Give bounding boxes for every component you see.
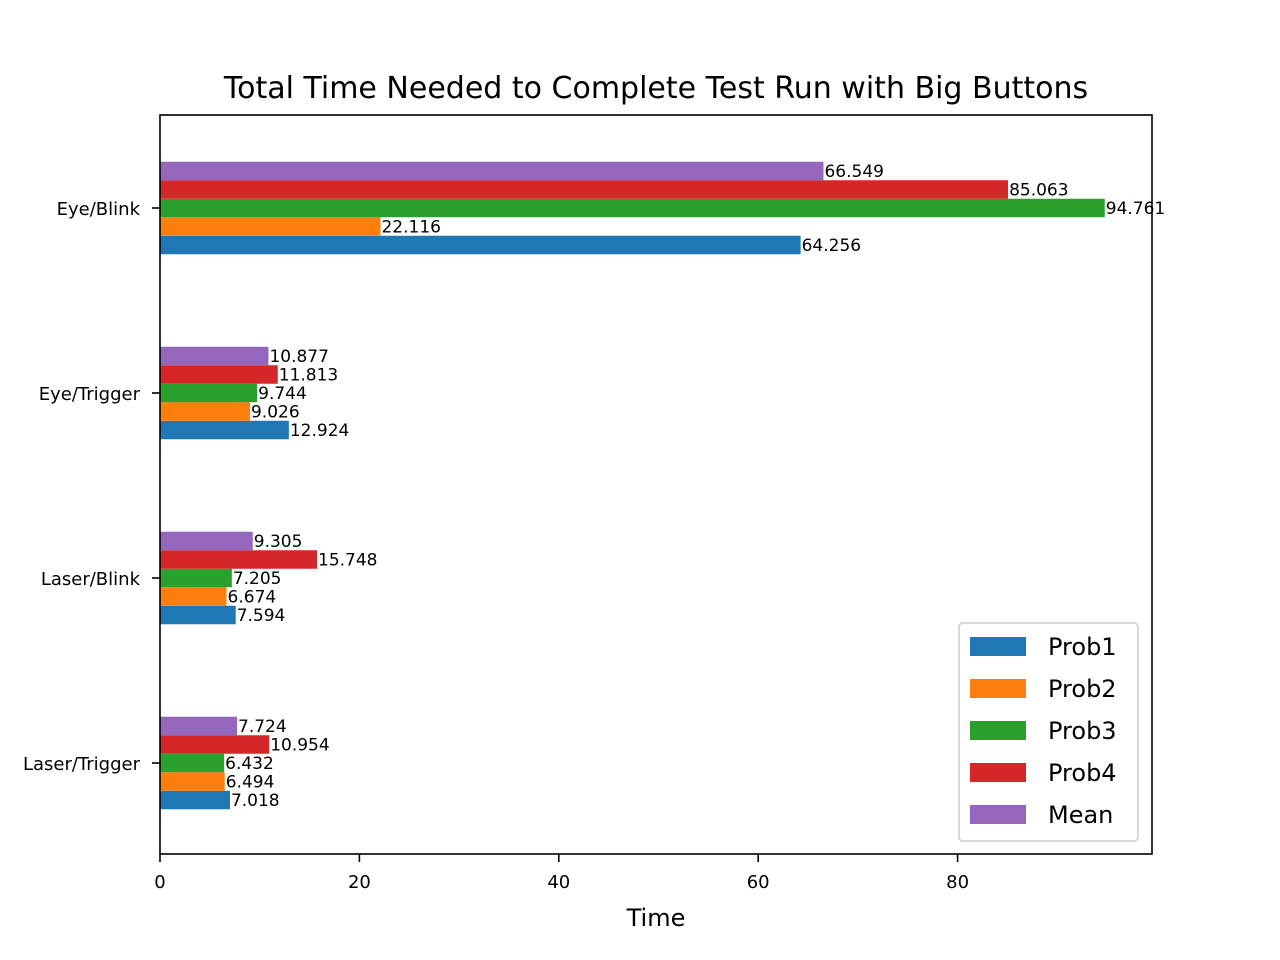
data-label-prob2-laser-trigger: 6.494 <box>226 773 275 793</box>
data-label-prob3-eye-blink: 94.761 <box>1106 199 1165 219</box>
bar-prob3-eye-blink <box>160 198 1105 218</box>
y-tick-label: Eye/Trigger <box>39 384 141 405</box>
data-label-prob1-laser-trigger: 7.018 <box>231 791 280 811</box>
data-label-mean-eye-blink: 66.549 <box>824 162 883 182</box>
legend-label-prob1: Prob1 <box>1048 633 1117 661</box>
x-tick-label: 40 <box>547 872 570 893</box>
bar-prob1-eye-blink <box>160 235 801 255</box>
x-axis-label: Time <box>626 904 686 932</box>
bar-prob2-eye-blink <box>160 217 381 236</box>
data-label-prob2-eye-trigger: 9.026 <box>251 403 300 423</box>
legend-label-mean: Mean <box>1048 801 1113 829</box>
y-tick-label: Laser/Trigger <box>23 754 141 775</box>
bar-prob2-laser-blink <box>160 587 227 606</box>
data-label-prob1-eye-trigger: 12.924 <box>290 421 349 441</box>
legend-swatch-prob1 <box>970 637 1026 656</box>
legend-label-prob3: Prob3 <box>1048 717 1117 745</box>
bar-prob2-eye-trigger <box>160 402 250 421</box>
x-axis: 0 20 40 60 80 <box>154 854 969 893</box>
legend-label-prob4: Prob4 <box>1048 759 1117 787</box>
bars-group <box>160 161 1105 810</box>
y-axis: Eye/Blink Eye/Trigger Laser/Blink Laser/Tri… <box>23 199 160 775</box>
bar-mean-laser-blink <box>160 531 253 551</box>
bar-prob3-laser-blink <box>160 568 232 588</box>
y-tick-label: Laser/Blink <box>41 569 141 590</box>
bar-mean-eye-trigger <box>160 346 269 366</box>
x-tick-label: 80 <box>946 872 969 893</box>
bar-prob1-laser-trigger <box>160 790 230 810</box>
data-label-mean-eye-trigger: 10.877 <box>269 347 328 367</box>
data-label-mean-laser-blink: 9.305 <box>254 532 303 552</box>
x-tick-label: 0 <box>154 872 165 893</box>
data-label-prob2-laser-blink: 6.674 <box>228 588 277 608</box>
bar-mean-eye-blink <box>160 161 824 181</box>
x-tick-label: 60 <box>747 872 770 893</box>
bar-prob2-laser-trigger <box>160 772 225 791</box>
bar-prob3-eye-trigger <box>160 383 258 403</box>
data-label-prob4-laser-blink: 15.748 <box>318 551 377 571</box>
legend-swatch-prob2 <box>970 679 1026 698</box>
bar-mean-laser-trigger <box>160 716 238 736</box>
bar-prob4-laser-trigger <box>160 735 270 754</box>
bar-prob4-eye-trigger <box>160 365 278 384</box>
data-labels-group: 64.256 22.116 94.761 85.063 66.549 12.9249.02… <box>225 162 1165 811</box>
bar-prob4-eye-blink <box>160 180 1009 199</box>
legend: Prob1 Prob2 Prob3 Prob4 Mean <box>958 622 1139 842</box>
y-tick-label: Eye/Blink <box>57 199 141 220</box>
plot-frame <box>159 114 1153 855</box>
bar-prob4-laser-blink <box>160 550 318 569</box>
data-label-prob4-eye-blink: 85.063 <box>1009 181 1068 201</box>
data-label-prob1-laser-blink: 7.594 <box>237 606 286 626</box>
data-label-prob3-eye-trigger: 9.744 <box>258 384 307 404</box>
x-tick-label: 20 <box>348 872 371 893</box>
legend-label-prob2: Prob2 <box>1048 675 1117 703</box>
data-label-mean-laser-trigger: 7.724 <box>238 717 287 737</box>
bar-prob1-laser-blink <box>160 605 236 625</box>
data-label-prob1-eye-blink: 64.256 <box>802 236 861 256</box>
legend-box <box>958 622 1139 842</box>
data-label-prob4-laser-trigger: 10.954 <box>270 736 329 756</box>
legend-swatch-mean <box>970 805 1026 824</box>
bar-prob3-laser-trigger <box>160 753 225 773</box>
data-label-prob2-eye-blink: 22.116 <box>381 218 440 238</box>
legend-swatch-prob3 <box>970 721 1026 740</box>
data-label-prob3-laser-blink: 7.205 <box>233 569 282 589</box>
bar-prob1-eye-trigger <box>160 420 289 440</box>
legend-swatch-prob4 <box>970 763 1026 782</box>
data-label-prob3-laser-trigger: 6.432 <box>225 754 274 774</box>
data-label-prob4-eye-trigger: 11.813 <box>279 366 338 386</box>
chart-title: Total Time Needed to Complete Test Run w… <box>223 71 1088 106</box>
